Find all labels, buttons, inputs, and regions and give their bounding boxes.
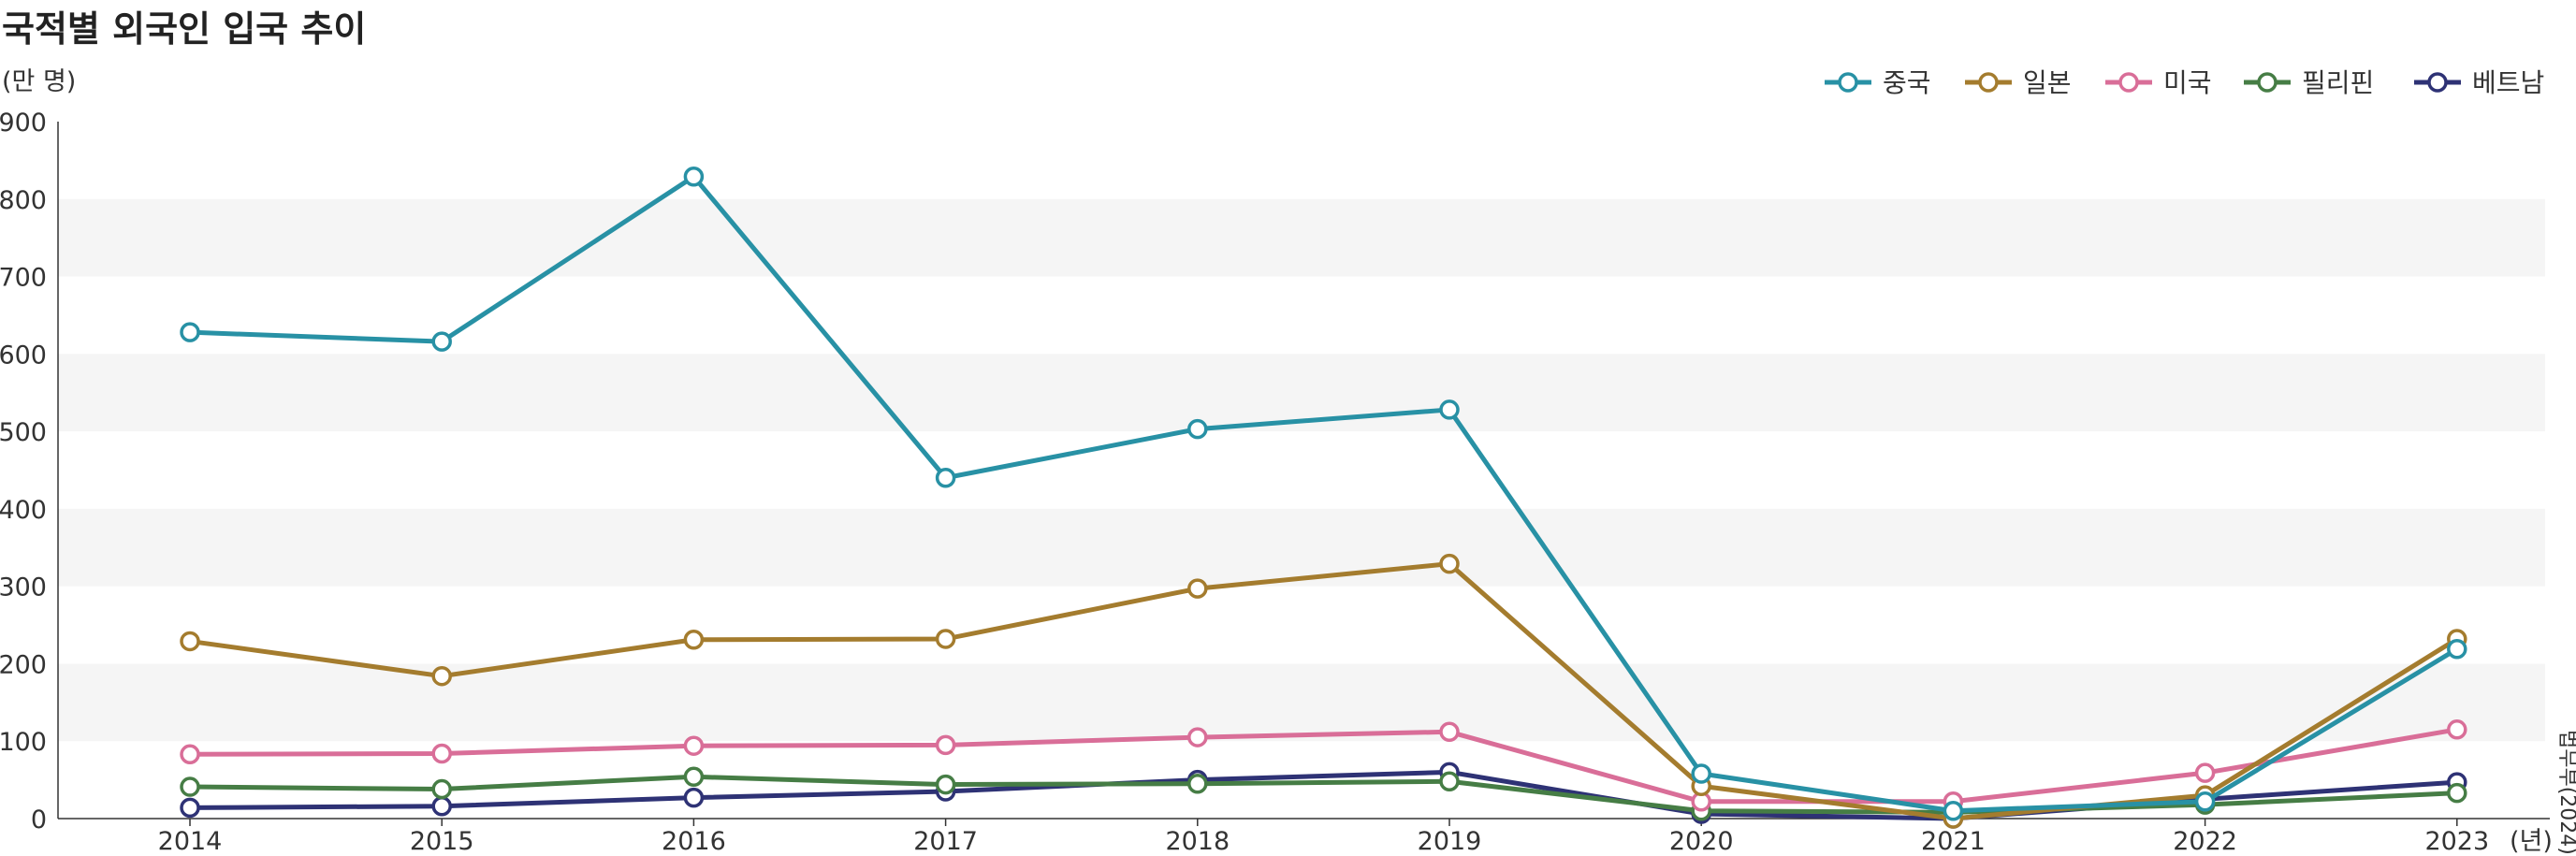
y-tick-label: 500 xyxy=(0,418,47,447)
legend-swatch-marker xyxy=(1978,72,1999,93)
grid-band xyxy=(58,508,2545,587)
x-tick-label: 2015 xyxy=(410,827,474,856)
series-line xyxy=(189,174,2459,814)
x-axis-ticks: 2014 2015 2016 2017 2018 2019 2020 2021 2022 2023 xyxy=(158,819,2489,856)
series-1 xyxy=(180,167,2467,821)
data-point xyxy=(180,744,200,765)
data-point xyxy=(431,665,452,687)
legend-item: 일본 xyxy=(1965,67,2072,98)
data-point xyxy=(431,796,452,817)
legend-label: 중국 xyxy=(1883,67,1931,98)
data-point xyxy=(683,735,705,756)
data-point xyxy=(935,734,956,756)
data-point xyxy=(431,331,452,352)
data-point xyxy=(180,322,200,342)
data-point xyxy=(1439,553,1460,574)
data-point xyxy=(2447,719,2467,740)
data-point xyxy=(2194,791,2216,812)
data-point xyxy=(935,629,956,649)
data-point xyxy=(1439,721,1460,743)
data-point xyxy=(2447,782,2467,804)
data-point xyxy=(180,797,200,819)
data-point xyxy=(431,743,452,764)
y-unit-label: (만 명) xyxy=(2,67,76,96)
legend-label: 일본 xyxy=(2023,67,2072,98)
grid-band xyxy=(58,663,2545,742)
legend-item: 중국 xyxy=(1825,67,1931,98)
x-tick-label: 2022 xyxy=(2173,827,2237,856)
source-note: 법무부(2024) xyxy=(2555,730,2576,855)
data-point xyxy=(2447,638,2467,660)
legend-item: 필리핀 xyxy=(2244,67,2374,98)
data-point xyxy=(935,774,956,795)
data-point xyxy=(1187,727,1208,747)
data-point xyxy=(683,167,705,187)
y-tick-label: 200 xyxy=(0,650,47,679)
legend-item: 베트남 xyxy=(2414,67,2544,98)
data-point xyxy=(1943,800,1964,821)
x-tick-label: 2016 xyxy=(662,827,726,856)
data-point xyxy=(1439,399,1460,420)
legend-label: 베트남 xyxy=(2472,67,2544,98)
legend-swatch-marker xyxy=(2118,72,2139,93)
grid-band xyxy=(58,198,2545,277)
y-tick-label: 0 xyxy=(31,805,47,834)
data-point xyxy=(431,778,452,800)
chart-title: 국적별 외국인 입국 추이 xyxy=(2,8,367,50)
legend-swatch-marker xyxy=(1838,72,1858,93)
grid-band xyxy=(58,354,2545,432)
series-5 xyxy=(180,762,2467,829)
data-point xyxy=(683,630,705,650)
y-tick-label: 100 xyxy=(0,728,47,757)
legend-swatch-marker xyxy=(2257,72,2278,93)
y-tick-label: 900 xyxy=(0,109,47,138)
data-point xyxy=(180,776,200,797)
data-point xyxy=(2194,762,2216,783)
y-tick-label: 300 xyxy=(0,573,47,602)
x-tick-label: 2021 xyxy=(1921,827,1986,856)
x-tick-label: 2023 xyxy=(2424,827,2489,856)
series-group xyxy=(180,167,2467,829)
legend-item: 미국 xyxy=(2105,67,2212,98)
x-tick-label: 2017 xyxy=(913,827,978,856)
legend-label: 필리핀 xyxy=(2302,67,2374,98)
data-point xyxy=(1691,763,1711,784)
data-point xyxy=(1439,771,1460,792)
data-point xyxy=(1187,418,1208,440)
series-line xyxy=(189,727,2458,805)
series-line xyxy=(189,769,2457,821)
series-3 xyxy=(180,719,2467,812)
y-axis-ticks: 0 100 200 300 400 500 600 700 800 900 xyxy=(0,109,47,834)
legend: 중국 일본 미국 필리핀 베트남 xyxy=(1825,67,2544,98)
x-tick-label: 2018 xyxy=(1165,827,1230,856)
legend-swatch-marker xyxy=(2427,72,2448,93)
y-tick-label: 800 xyxy=(0,186,47,215)
y-tick-label: 400 xyxy=(0,496,47,525)
data-point xyxy=(683,766,705,788)
y-tick-label: 700 xyxy=(0,264,47,293)
x-tick-label: 2020 xyxy=(1669,827,1734,856)
x-tick-label: 2019 xyxy=(1418,827,1482,856)
data-point xyxy=(180,631,200,652)
data-point xyxy=(1187,578,1208,599)
data-point xyxy=(935,468,956,488)
data-point xyxy=(683,787,705,808)
x-tick-label: 2014 xyxy=(158,827,223,856)
x-unit-label: (년) xyxy=(2510,827,2553,856)
y-tick-label: 600 xyxy=(0,341,47,370)
grid-bands xyxy=(58,198,2545,742)
data-point xyxy=(1187,774,1208,794)
legend-label: 미국 xyxy=(2163,67,2212,98)
